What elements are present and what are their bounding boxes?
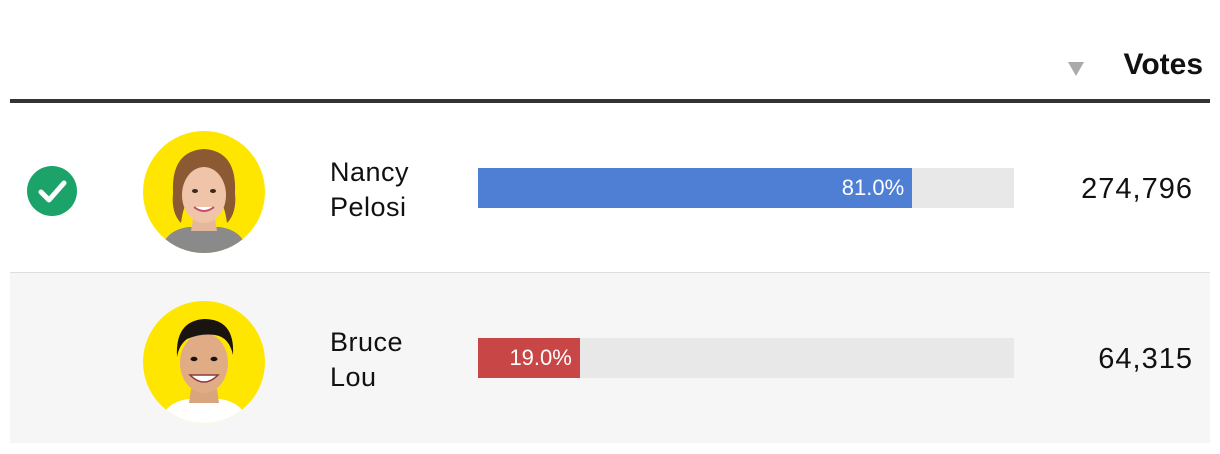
header-divider bbox=[10, 99, 1210, 103]
vote-share-label: 81.0% bbox=[841, 175, 905, 200]
candidate-row: Nancy Pelosi 81.0% 274,796 bbox=[10, 103, 1210, 273]
votes-column-header[interactable]: Votes bbox=[1123, 48, 1203, 81]
candidate-first-name: Nancy bbox=[330, 157, 410, 187]
candidate-avatar bbox=[143, 301, 265, 423]
candidate-avatar bbox=[143, 131, 265, 253]
sort-down-icon[interactable] bbox=[1068, 62, 1084, 76]
vote-count: 64,315 bbox=[1098, 343, 1193, 375]
candidate-row: Bruce Lou 19.0% 64,315 bbox=[10, 273, 1210, 443]
vote-share-fill: 81.0% bbox=[478, 168, 913, 208]
candidate-name: Nancy Pelosi bbox=[330, 155, 450, 225]
vote-share-label: 19.0% bbox=[509, 345, 572, 370]
candidate-last-name: Lou bbox=[330, 362, 377, 392]
candidate-last-name: Pelosi bbox=[330, 192, 407, 222]
results-header bbox=[10, 0, 1210, 100]
vote-share-bar: 19.0% bbox=[478, 338, 1014, 378]
vote-count: 274,796 bbox=[1081, 173, 1193, 205]
winner-check-icon bbox=[27, 166, 77, 216]
vote-share-fill: 19.0% bbox=[478, 338, 580, 378]
vote-share-bar: 81.0% bbox=[478, 168, 1014, 208]
candidate-name: Bruce Lou bbox=[330, 325, 450, 395]
candidate-first-name: Bruce bbox=[330, 327, 404, 357]
